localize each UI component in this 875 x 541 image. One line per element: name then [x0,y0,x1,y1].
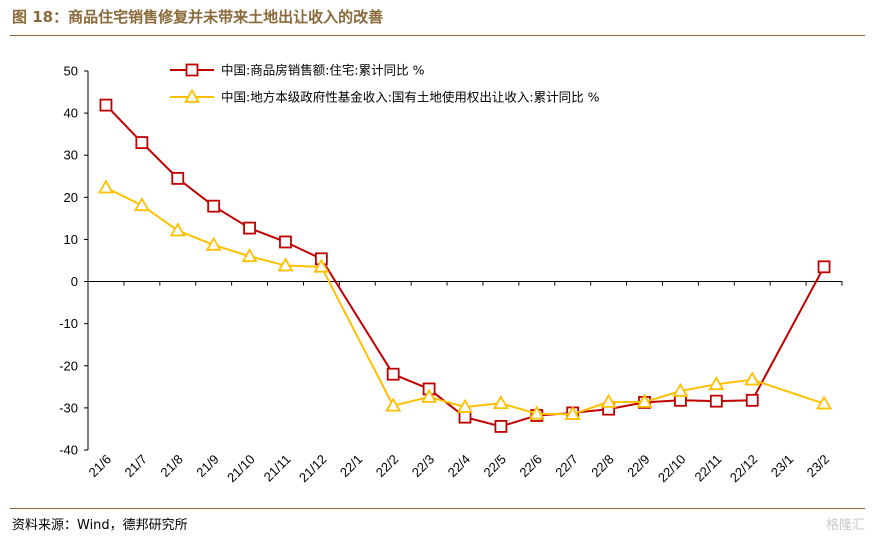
y-tick-label: -10 [59,316,78,331]
y-tick-label: 40 [64,106,78,121]
x-tick-label: 22/6 [516,452,545,481]
y-tick-label: -30 [59,400,78,415]
data-point-square [745,393,759,407]
data-point-triangle [744,371,761,386]
legend-label: 中国:地方本级政府性基金收入:国有土地使用权出让收入:累计同比 % [221,90,600,105]
x-tick-label: 22/9 [624,452,653,481]
data-point-triangle [133,197,150,212]
data-point-square [386,367,400,381]
data-point-square [171,171,185,185]
data-point-triangle [385,397,402,412]
y-tick-label: -40 [59,443,78,458]
x-tick-label: 22/5 [481,452,510,481]
data-point-triangle [169,222,186,237]
title-rule [10,35,865,36]
y-tick-label: 10 [64,232,78,247]
data-point-square [709,394,723,408]
data-point-triangle [421,388,438,403]
data-point-square [817,260,831,274]
x-tick-label: 22/11 [692,452,725,485]
x-tick-label: 22/10 [655,452,689,486]
x-tick-label: 21/9 [193,452,222,481]
x-tick-label: 21/12 [296,452,330,486]
data-point-triangle [313,258,330,273]
data-point-square [243,221,256,235]
x-tick-label: 22/4 [445,452,474,481]
data-point-triangle [564,405,581,420]
figure-title: 图 18：商品住宅销售修复并未带来土地出让收入的改善 [12,8,384,26]
x-tick-label: 22/2 [373,452,402,481]
source-note: 资料来源：Wind，德邦研究所 [12,518,188,533]
legend-marker-square [185,63,199,77]
x-tick-label: 22/3 [409,452,438,481]
x-tick-label: 23/2 [804,452,833,481]
data-point-triangle [205,236,222,251]
x-tick-label: 21/7 [121,452,150,481]
source-rule [10,508,865,509]
data-point-triangle [636,393,653,408]
data-point-square [458,410,472,424]
data-point-square [207,199,221,213]
x-tick-label: 21/8 [157,452,186,481]
x-tick-label: 23/1 [768,452,797,481]
legend-label: 中国:商品房销售额:住宅:累计同比 % [221,63,425,78]
x-tick-label: 21/11 [261,452,294,485]
data-point-square [494,420,508,433]
x-tick-label: 22/7 [552,452,581,481]
data-point-triangle [708,375,725,391]
data-point-triangle [492,394,509,410]
y-tick-label: 30 [64,148,78,163]
data-point-triangle [528,405,545,420]
y-tick-label: 0 [71,274,78,289]
y-axis-ticks: 50 40 30 20 10 0 -10 -20 -30 -40 [59,64,88,458]
x-tick-label: 21/10 [224,452,258,486]
y-tick-label: 20 [64,190,78,205]
data-point-triangle [456,398,474,413]
data-point-triangle [600,393,617,408]
x-tick-label: 21/6 [86,452,115,481]
data-point-triangle [97,179,115,194]
data-point-triangle [241,247,258,263]
series-lines [97,98,833,433]
x-tick-label: 22/12 [727,452,761,486]
x-tick-label: 22/8 [588,452,617,481]
data-point-square [135,136,149,149]
chart-axes [87,71,842,450]
data-point-triangle [815,395,833,410]
legend-marker-triangle [183,88,201,103]
data-point-triangle [277,257,294,272]
data-point-square [99,98,113,112]
data-point-square [279,235,292,249]
x-tick-label: 22/1 [337,452,366,481]
chart-legend: 中国:商品房销售额:住宅:累计同比 % 中国:地方本级政府性基金收入:国有土地使用… [170,63,600,105]
y-tick-label: -20 [59,358,78,373]
watermark-logo: 格隆汇 [825,518,865,533]
y-tick-label: 50 [64,64,78,79]
data-point-triangle [672,382,689,397]
